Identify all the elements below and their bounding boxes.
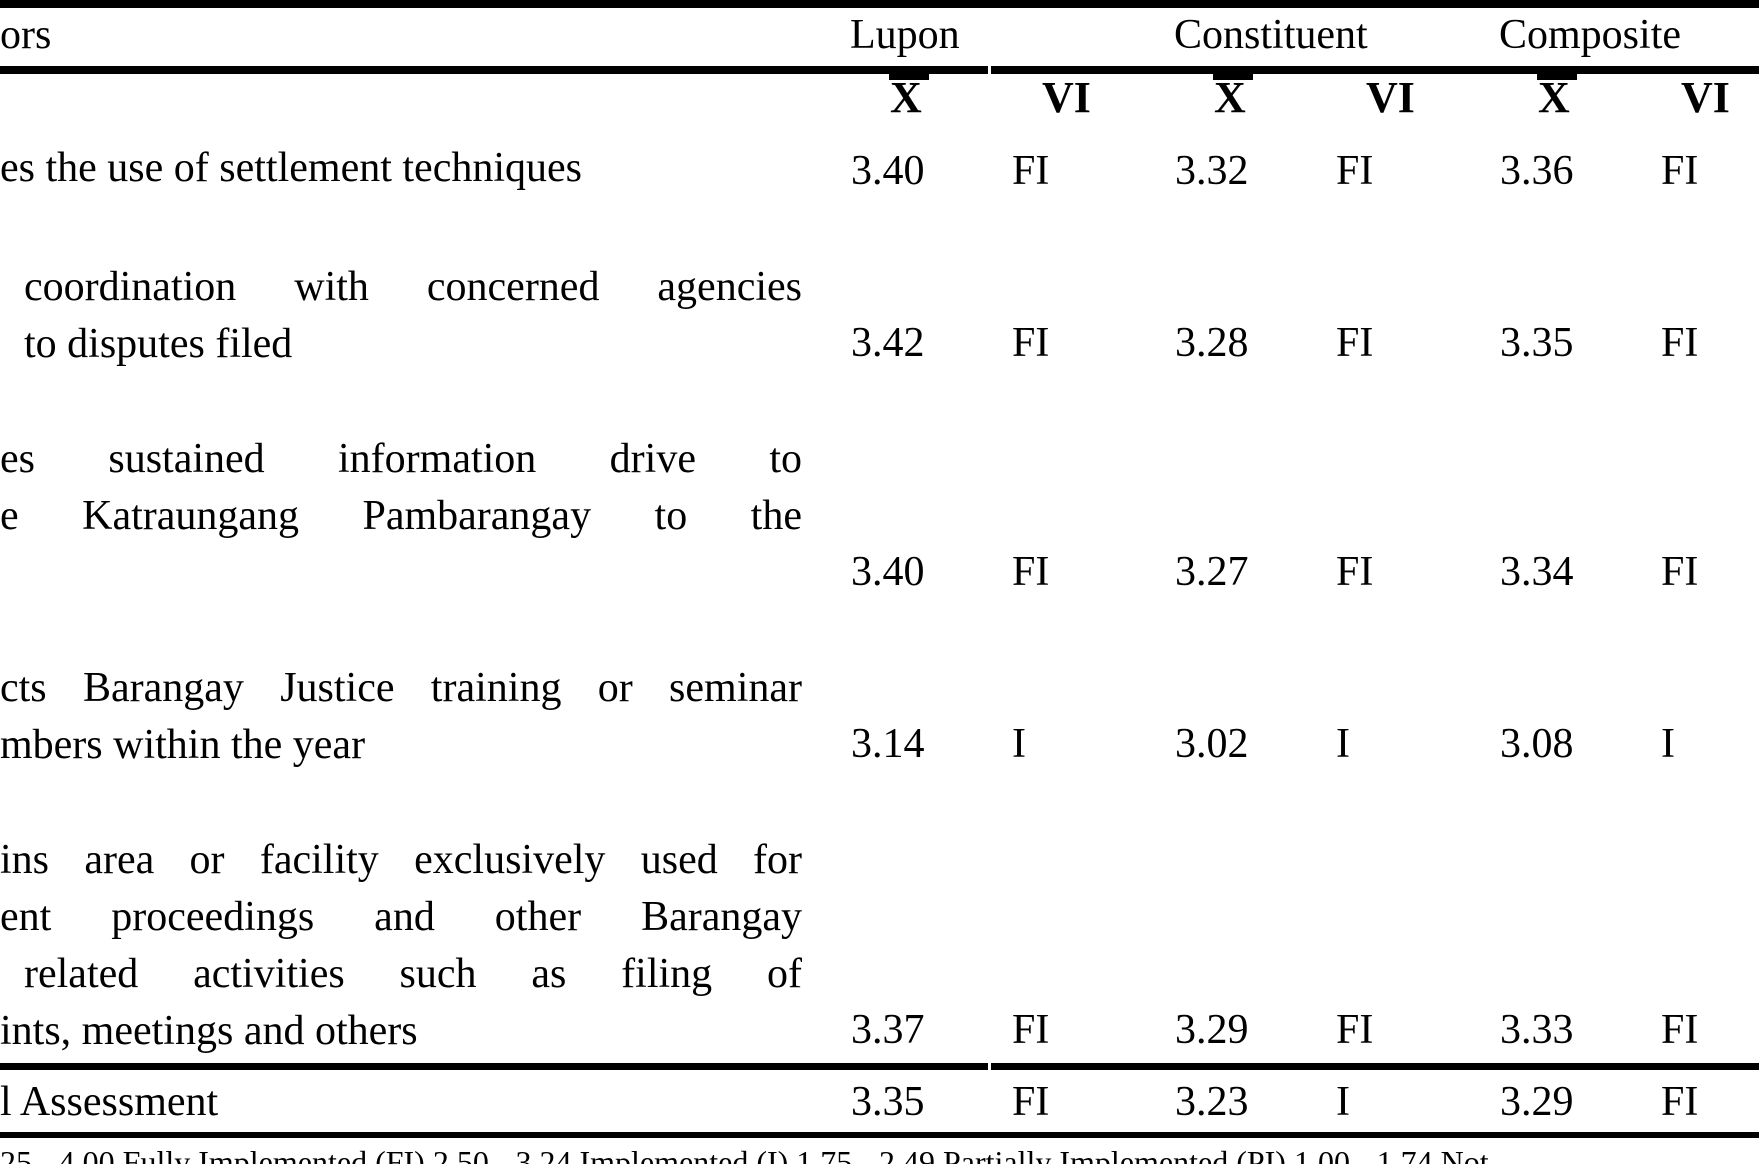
lupon-header: Lupon (850, 12, 960, 58)
composite-mean: 3.34 (1500, 549, 1574, 595)
indicator-line: es the use of settlement techniques (0, 145, 582, 191)
lupon-vi: FI (1012, 320, 1050, 366)
indicator-line: coordination with concerned agencies (24, 264, 802, 310)
constituent-mean: 3.32 (1175, 148, 1249, 194)
column-divider (988, 66, 991, 1070)
indicator-text: coordination with concerned agencies to … (0, 259, 802, 373)
indicator-line: mbers within the year (0, 722, 366, 768)
constituent-header: Constituent (1174, 12, 1368, 58)
header-rule (0, 66, 1759, 74)
composite-header: Composite (1499, 12, 1682, 58)
lupon-vi: FI (1012, 549, 1050, 595)
top-rule (0, 0, 1759, 8)
composite-vi-header: VI (1681, 73, 1730, 122)
indicator-text: es sustained information drive to e Katr… (0, 431, 802, 545)
mean-bar (1213, 70, 1253, 80)
composite-vi: FI (1661, 148, 1699, 194)
lupon-mean: 3.14 (851, 721, 925, 767)
constituent-mean-header: X (1214, 73, 1246, 122)
constituent-mean: 3.27 (1175, 549, 1249, 595)
indicator-line: es sustained information drive to (0, 436, 802, 482)
lupon-vi: FI (1012, 1007, 1050, 1053)
constituent-vi: FI (1336, 320, 1374, 366)
indicator-text: ins area or facility exclusively used fo… (0, 832, 802, 1060)
indicator-line: e Katraungang Pambarangay to the (0, 493, 802, 539)
constituent-mean: 3.28 (1175, 320, 1249, 366)
overall-rule (0, 1063, 1759, 1070)
lupon-mean: 3.42 (851, 320, 925, 366)
overall-label: l Assessment (0, 1079, 219, 1125)
lupon-mean: 3.40 (851, 549, 925, 595)
indicator-line: ins area or facility exclusively used fo… (0, 837, 802, 883)
constituent-vi-header: VI (1366, 73, 1415, 122)
composite-mean: 3.35 (1500, 320, 1574, 366)
composite-vi: FI (1661, 549, 1699, 595)
indicators-header: ors (0, 12, 52, 58)
overall-lupon-vi: FI (1012, 1079, 1050, 1125)
composite-mean: 3.08 (1500, 721, 1574, 767)
indicator-line: cts Barangay Justice training or seminar (0, 665, 802, 711)
constituent-vi: FI (1336, 148, 1374, 194)
lupon-vi-header: VI (1042, 73, 1091, 122)
lupon-mean: 3.37 (851, 1007, 925, 1053)
constituent-vi: FI (1336, 1007, 1374, 1053)
bottom-rule (0, 1132, 1759, 1138)
indicator-text: es the use of settlement techniques (0, 140, 802, 197)
overall-composite-mean: 3.29 (1500, 1079, 1574, 1125)
overall-constituent-mean: 3.23 (1175, 1079, 1249, 1125)
indicator-line: ent proceedings and other Barangay (0, 894, 802, 940)
indicator-line: to disputes filed (24, 321, 293, 367)
lupon-mean-header: X (890, 73, 922, 122)
composite-vi: FI (1661, 320, 1699, 366)
indicator-text: cts Barangay Justice training or seminar… (0, 660, 802, 774)
constituent-mean: 3.02 (1175, 721, 1249, 767)
composite-mean: 3.33 (1500, 1007, 1574, 1053)
lupon-mean: 3.40 (851, 148, 925, 194)
indicator-line: ints, meetings and others (0, 1008, 418, 1054)
overall-lupon-mean: 3.35 (851, 1079, 925, 1125)
constituent-vi: I (1336, 721, 1350, 767)
legend-note: 25 - 4.00 Fully Implemented (FI) 2.50 - … (0, 1144, 1489, 1164)
mean-bar (889, 70, 929, 80)
indicator-line: related activities such as filing of (24, 951, 802, 997)
composite-mean-header: X (1538, 73, 1570, 122)
overall-constituent-vi: I (1336, 1079, 1350, 1125)
composite-vi: FI (1661, 1007, 1699, 1053)
lupon-vi: I (1012, 721, 1026, 767)
constituent-vi: FI (1336, 549, 1374, 595)
composite-vi: I (1661, 721, 1675, 767)
constituent-mean: 3.29 (1175, 1007, 1249, 1053)
mean-bar (1537, 70, 1577, 80)
overall-composite-vi: FI (1661, 1079, 1699, 1125)
lupon-vi: FI (1012, 148, 1050, 194)
composite-mean: 3.36 (1500, 148, 1574, 194)
